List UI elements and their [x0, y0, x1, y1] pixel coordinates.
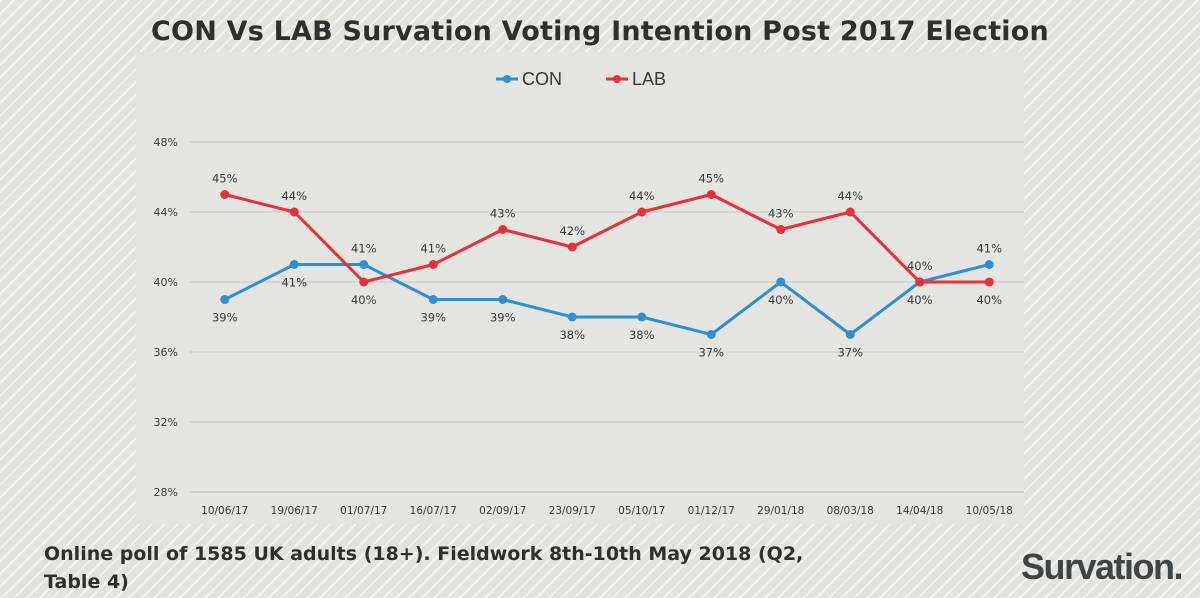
- data-point-lab: [359, 277, 369, 287]
- x-tick-label: 10/05/18: [966, 505, 1013, 517]
- legend: CON LAB: [496, 66, 666, 92]
- data-label-lab: 40%: [351, 293, 377, 307]
- y-tick-label: 40%: [154, 276, 178, 289]
- y-tick-label: 28%: [154, 486, 178, 499]
- data-point-con: [845, 330, 855, 339]
- y-tick-label: 48%: [154, 136, 178, 149]
- data-label-lab: 44%: [281, 189, 307, 203]
- data-point-lab: [706, 190, 716, 199]
- data-point-con: [567, 312, 577, 322]
- x-tick-label: 02/09/17: [479, 505, 526, 517]
- data-point-con: [428, 295, 438, 304]
- data-label-lab: 45%: [698, 172, 724, 186]
- data-label-con: 39%: [212, 311, 238, 325]
- y-tick-label: 32%: [154, 416, 178, 429]
- data-point-con: [706, 330, 716, 339]
- data-label-con: 39%: [420, 311, 446, 325]
- x-tick-label: 08/03/18: [827, 505, 874, 517]
- series-line-con: [224, 263, 990, 336]
- data-label-con: 38%: [629, 328, 655, 342]
- data-point-lab: [776, 225, 786, 234]
- data-point-con: [220, 295, 230, 304]
- data-point-lab: [984, 277, 994, 287]
- x-tick-label: 05/10/17: [618, 505, 665, 517]
- legend-label-lab: LAB: [632, 68, 667, 89]
- x-tick-label: 10/06/17: [201, 505, 248, 517]
- data-point-lab: [915, 277, 925, 287]
- data-point-lab: [220, 190, 230, 199]
- data-label-lab: 40%: [976, 293, 1002, 307]
- data-point-con: [984, 260, 994, 269]
- data-label-lab: 41%: [420, 242, 446, 256]
- x-tick-label: 16/07/17: [410, 505, 457, 517]
- data-label-lab: 40%: [907, 293, 933, 307]
- x-tick-label: 14/04/18: [896, 505, 943, 517]
- data-label-lab: 45%: [212, 172, 238, 186]
- legend-item-lab: LAB: [606, 69, 666, 90]
- data-label-con: 40%: [768, 293, 794, 307]
- y-tick-label: 44%: [154, 206, 178, 219]
- data-label-lab: 42%: [559, 224, 585, 238]
- legend-item-con: CON: [496, 69, 562, 90]
- data-label-con: 41%: [976, 242, 1002, 256]
- data-point-con: [289, 260, 299, 269]
- data-label-lab: 44%: [837, 189, 863, 203]
- data-point-lab: [567, 242, 577, 252]
- data-point-con: [359, 260, 369, 269]
- x-tick-label: 29/01/18: [757, 505, 804, 517]
- data-label-con: 37%: [698, 346, 724, 360]
- data-point-lab: [428, 260, 438, 269]
- x-tick-label: 23/09/17: [549, 505, 596, 517]
- data-label-con: 41%: [351, 242, 377, 256]
- survation-logo: Survation.: [1020, 546, 1184, 587]
- legend-label-con: CON: [522, 68, 562, 89]
- chart-title: CON Vs LAB Survation Voting Intention Po…: [151, 16, 1049, 47]
- data-label-lab: 43%: [490, 207, 516, 221]
- data-label-con: 41%: [281, 276, 307, 290]
- legend-swatch-lab: [606, 75, 628, 83]
- data-label-con: 37%: [837, 346, 863, 360]
- data-label-con: 38%: [559, 328, 585, 342]
- x-tick-label: 19/06/17: [271, 505, 318, 517]
- legend-swatch-con: [496, 75, 518, 83]
- data-point-con: [637, 312, 647, 322]
- x-tick-label: 01/07/17: [340, 505, 387, 517]
- data-label-lab: 43%: [768, 207, 794, 221]
- y-tick-label: 36%: [154, 346, 178, 359]
- data-point-lab: [289, 207, 299, 217]
- footnote: Online poll of 1585 UK adults (18+). Fie…: [44, 543, 804, 593]
- data-label-con: 39%: [490, 311, 516, 325]
- x-tick-label: 01/12/17: [688, 505, 735, 517]
- chart-panel: [136, 52, 1024, 524]
- data-point-con: [498, 295, 508, 304]
- data-point-lab: [498, 225, 508, 234]
- data-point-lab: [845, 207, 855, 217]
- series-line-lab: [224, 193, 990, 284]
- data-point-con: [776, 277, 786, 287]
- data-label-con: 40%: [907, 259, 933, 273]
- data-label-lab: 44%: [629, 189, 655, 203]
- data-point-lab: [637, 207, 647, 217]
